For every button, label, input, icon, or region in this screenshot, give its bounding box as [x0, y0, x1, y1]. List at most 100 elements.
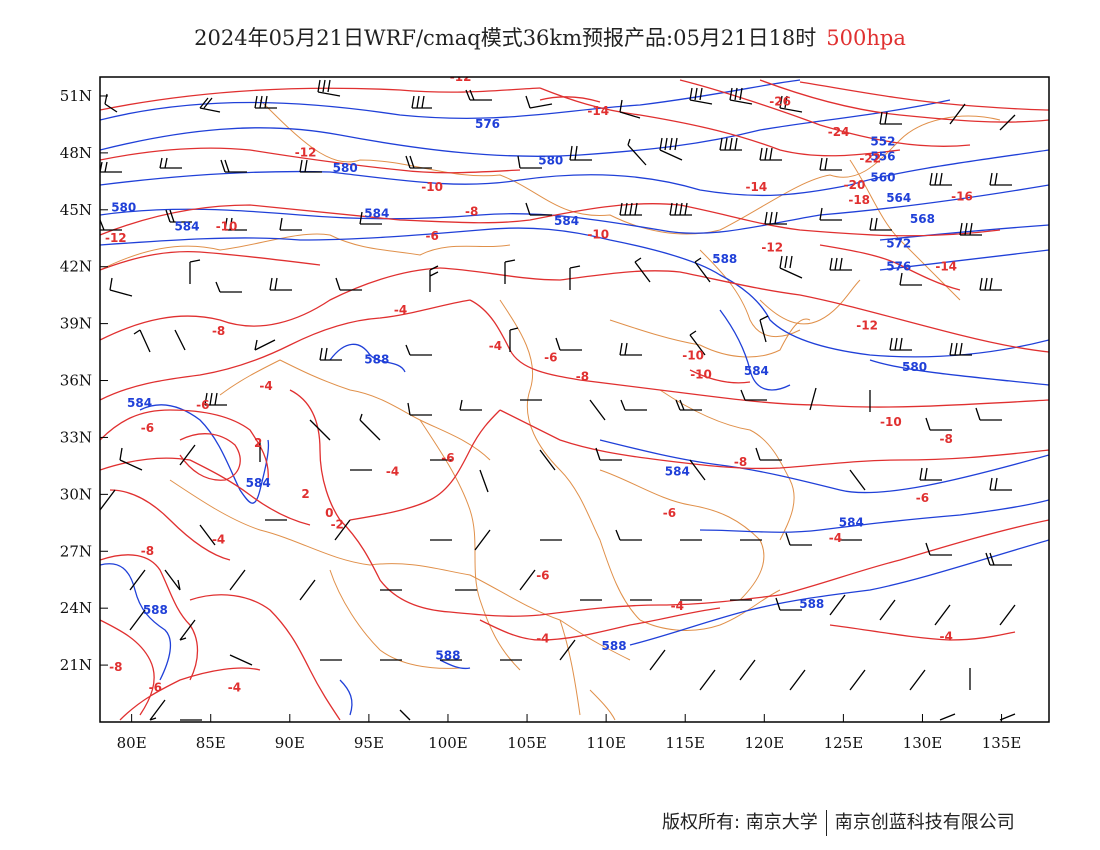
temp-contour-label: -4 — [489, 339, 502, 353]
temp-contour-label: -6 — [196, 398, 209, 412]
temp-contour-label: -8 — [141, 544, 154, 558]
temp-contour-label: -8 — [212, 324, 225, 338]
temp-contour-label: -8 — [734, 455, 747, 469]
y-tick-label: 48N — [60, 144, 92, 162]
border-lines — [100, 99, 1001, 721]
temp-contour-label: -10 — [880, 415, 902, 429]
temp-contour-label: -6 — [441, 451, 454, 465]
y-tick-label: 21N — [60, 656, 92, 674]
height-contour-label: 572 — [886, 237, 911, 251]
y-tick-label: 51N — [60, 87, 92, 105]
height-contour-label: 588 — [435, 648, 460, 662]
y-tick-label: 42N — [60, 258, 92, 276]
x-tick-label: 110E — [586, 734, 626, 752]
temp-contour-label: -14 — [587, 104, 609, 118]
temp-contour-label: -14 — [746, 180, 768, 194]
y-tick-label: 33N — [60, 428, 92, 446]
temp-contour-label: -6 — [141, 421, 154, 435]
height-contour-label: 556 — [870, 149, 895, 163]
x-tick-label: 90E — [275, 734, 305, 752]
x-tick-label: 80E — [117, 734, 147, 752]
temp-contour-label: -4 — [259, 379, 272, 393]
footer: 版权所有: 南京大学 南京创蓝科技有限公司 — [662, 808, 1015, 836]
temp-contour-label: -12 — [105, 231, 127, 245]
temp-contour-label: -12 — [856, 318, 878, 332]
height-contour-label: 568 — [910, 212, 935, 226]
x-tick-label: 100E — [428, 734, 468, 752]
temp-contour-label: -10 — [682, 349, 704, 363]
height-contour-label: 584 — [554, 214, 579, 228]
map-frame — [99, 76, 1050, 723]
temp-contour-label: -10 — [216, 220, 238, 234]
x-tick-label: 105E — [507, 734, 547, 752]
temp-contour-label: -4 — [829, 531, 842, 545]
height-contour-label: 576 — [475, 117, 500, 131]
y-tick-label: 27N — [60, 542, 92, 560]
temp-contour-label: -14 — [935, 260, 957, 274]
temp-contour-label: -22 — [859, 151, 881, 165]
height-contour-label: 588 — [364, 352, 389, 366]
temp-contour-label: -2 — [331, 518, 344, 532]
x-tick-label: 120E — [745, 734, 785, 752]
temp-contour-label: -10 — [421, 180, 443, 194]
temp-contour-label: -8 — [109, 660, 122, 674]
temp-contour-label: -4 — [671, 599, 684, 613]
temp-contour-label: -4 — [212, 533, 225, 547]
height-contour-label: 576 — [886, 260, 911, 274]
height-contour-label: 560 — [870, 170, 895, 184]
temp-contour-label: -10 — [690, 368, 712, 382]
temp-contour-label: -4 — [940, 629, 953, 643]
y-tick-label: 39N — [60, 315, 92, 333]
wind-barbs — [100, 79, 1016, 721]
temp-contour-label: -20 — [844, 178, 866, 192]
temp-contour-label: -12 — [450, 70, 472, 84]
height-contour-label: 588 — [143, 603, 168, 617]
company-text: 南京创蓝科技有限公司 — [834, 812, 1015, 833]
height-contour-label: 584 — [839, 516, 864, 530]
height-contour-label: 552 — [870, 134, 895, 148]
temp-contour-label: -6 — [916, 491, 929, 505]
x-tick-label: 95E — [354, 734, 384, 752]
height-contour-label: 588 — [602, 639, 627, 653]
height-contour-label: 580 — [111, 201, 136, 215]
height-contour-label: 584 — [127, 396, 152, 410]
temp-contour-label: -6 — [663, 506, 676, 520]
temp-label-layer: -12-14-26-24-22-20-18 -16-14-12-10-8-10-6… — [105, 70, 973, 695]
footer-separator — [825, 810, 827, 836]
height-contour-label: 584 — [246, 476, 271, 490]
map-title: 2024年05月21日WRF/cmaq模式36km预报产品:05月21日18时 5… — [0, 22, 1100, 52]
temp-contour-label: -8 — [465, 204, 478, 218]
temperature-contours — [100, 79, 1049, 721]
temp-contour-label: -16 — [951, 189, 973, 203]
temp-contour-label: -24 — [828, 125, 850, 139]
height-contour-label: 584 — [174, 220, 199, 234]
temp-contour-label: -6 — [536, 569, 549, 583]
temp-contour-label: -6 — [149, 681, 162, 695]
x-tick-label: 130E — [903, 734, 943, 752]
temp-contour-label: -26 — [769, 94, 791, 108]
temp-contour-label: -6 — [425, 229, 438, 243]
height-contour-label: 584 — [364, 206, 389, 220]
y-axis: 51N 48N 45N 42N 39N 36N 33N 30N 27N 24N 21N — [60, 87, 108, 674]
x-tick-label: 85E — [196, 734, 226, 752]
height-contours — [100, 79, 1049, 716]
temp-contour-label: -12 — [761, 241, 783, 255]
temp-contour-label: -10 — [587, 227, 609, 241]
temp-contour-label: -18 — [848, 193, 870, 207]
temp-contour-label: 2 — [301, 487, 309, 501]
x-axis: 80E 85E 90E 95E 100E 105E 110E 115E 120E 125E 130E… — [117, 714, 1021, 752]
temp-contour-label: 2 — [254, 436, 262, 450]
height-contour-label: 580 — [538, 153, 563, 167]
height-contour-label: 588 — [712, 252, 737, 266]
x-tick-label: 125E — [824, 734, 864, 752]
height-label-layer: 576 580 580 580 584 584 584 588 584 584 588 584 584 5… — [111, 117, 935, 662]
y-tick-label: 24N — [60, 599, 92, 617]
x-tick-label: 115E — [665, 734, 705, 752]
copyright-text: 版权所有: 南京大学 — [662, 812, 818, 833]
height-contour-label: 580 — [902, 360, 927, 374]
temp-contour-label: -4 — [386, 464, 399, 478]
height-contour-label: 584 — [665, 464, 690, 478]
height-contour-label: 584 — [744, 364, 769, 378]
y-tick-label: 30N — [60, 485, 92, 503]
